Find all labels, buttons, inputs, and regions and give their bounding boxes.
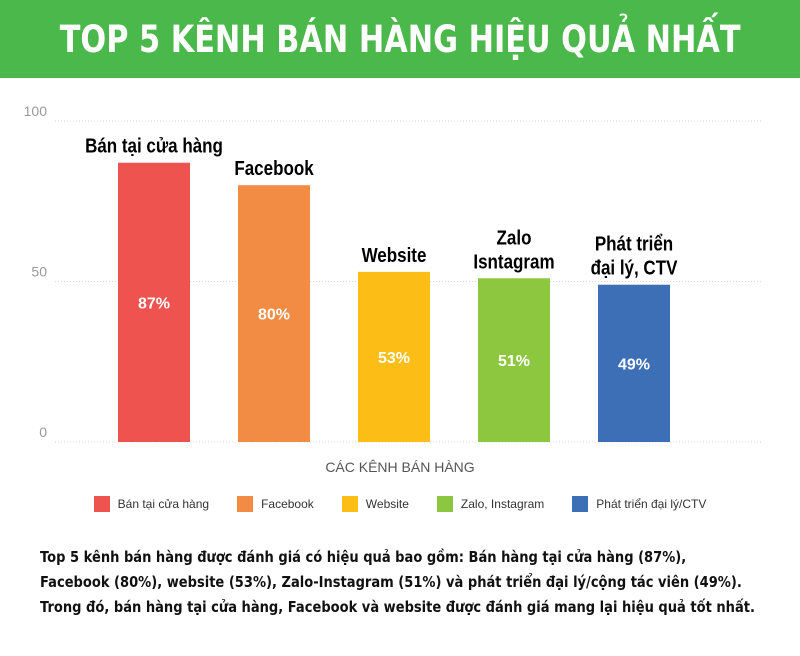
bar-category-label: Phát triển: [595, 232, 673, 255]
bar: [358, 271, 430, 442]
bar: [238, 185, 310, 442]
legend-item: Website: [341, 496, 409, 512]
legend-label: Bán tại cửa hàng: [117, 497, 210, 511]
bar-category-label: Bán tại cửa hàng: [85, 134, 223, 157]
bar-category-label: Isntagram: [473, 250, 554, 273]
chart-bars: 87% Bán tại cửa hàng 80% Facebook 53% Website…: [85, 134, 678, 442]
bar: [598, 284, 670, 442]
legend-label: Website: [365, 497, 409, 511]
page-title: TOP 5 KÊNH BÁN HÀNG HIỆU QUẢ NHẤT: [59, 17, 741, 61]
description-line: Top 5 kênh bán hàng được đánh giá có hiệ…: [40, 548, 687, 566]
title-banner: TOP 5 KÊNH BÁN HÀNG HIỆU QUẢ NHẤT: [0, 0, 800, 78]
description-paragraph: Top 5 kênh bán hàng được đánh giá có hiệ…: [40, 545, 780, 620]
legend-label: Phát triển đại lý/CTV: [596, 497, 707, 511]
description-line: Facebook (80%), website (53%), Zalo-Inst…: [40, 573, 742, 591]
legend-swatch: [237, 496, 254, 512]
bar-category-label: đại lý, CTV: [591, 256, 678, 279]
bar-value-label: 87%: [138, 295, 170, 312]
bar-chart: 0 50 100 87% Bán tại cửa hàng 80% Facebook 53%…: [24, 103, 762, 475]
legend-label: Zalo, Instagram: [460, 497, 545, 511]
description-line: Trong đó, bán hàng tại cửa hàng, Faceboo…: [40, 598, 755, 616]
legend-swatch: [341, 496, 358, 512]
bar-value-label: 51%: [498, 353, 530, 370]
bar-category-label: Website: [362, 244, 427, 267]
bar-value-label: 80%: [258, 307, 290, 324]
legend-label: Facebook: [261, 497, 314, 511]
y-tick-label: 0: [39, 424, 47, 440]
legend-item: Phát triển đại lý/CTV: [572, 496, 706, 512]
x-axis-title: CÁC KÊNH BÁN HÀNG: [325, 459, 474, 475]
bar-value-label: 49%: [618, 356, 650, 373]
chart-legend: Bán tại cửa hàng Facebook Website Zalo, …: [0, 496, 800, 512]
legend-item: Zalo, Instagram: [436, 496, 545, 512]
bar-category-label: Facebook: [234, 157, 314, 180]
y-tick-label: 50: [31, 264, 47, 280]
legend-swatch: [93, 496, 110, 512]
legend-swatch: [572, 496, 589, 512]
legend-item: Bán tại cửa hàng: [93, 496, 210, 512]
y-tick-label: 100: [24, 103, 48, 119]
bar-value-label: 53%: [378, 350, 410, 367]
legend-item: Facebook: [237, 496, 314, 512]
bar-category-label: Zalo: [497, 226, 532, 249]
bar: [118, 162, 190, 442]
bar: [478, 278, 550, 442]
legend-swatch: [436, 496, 453, 512]
